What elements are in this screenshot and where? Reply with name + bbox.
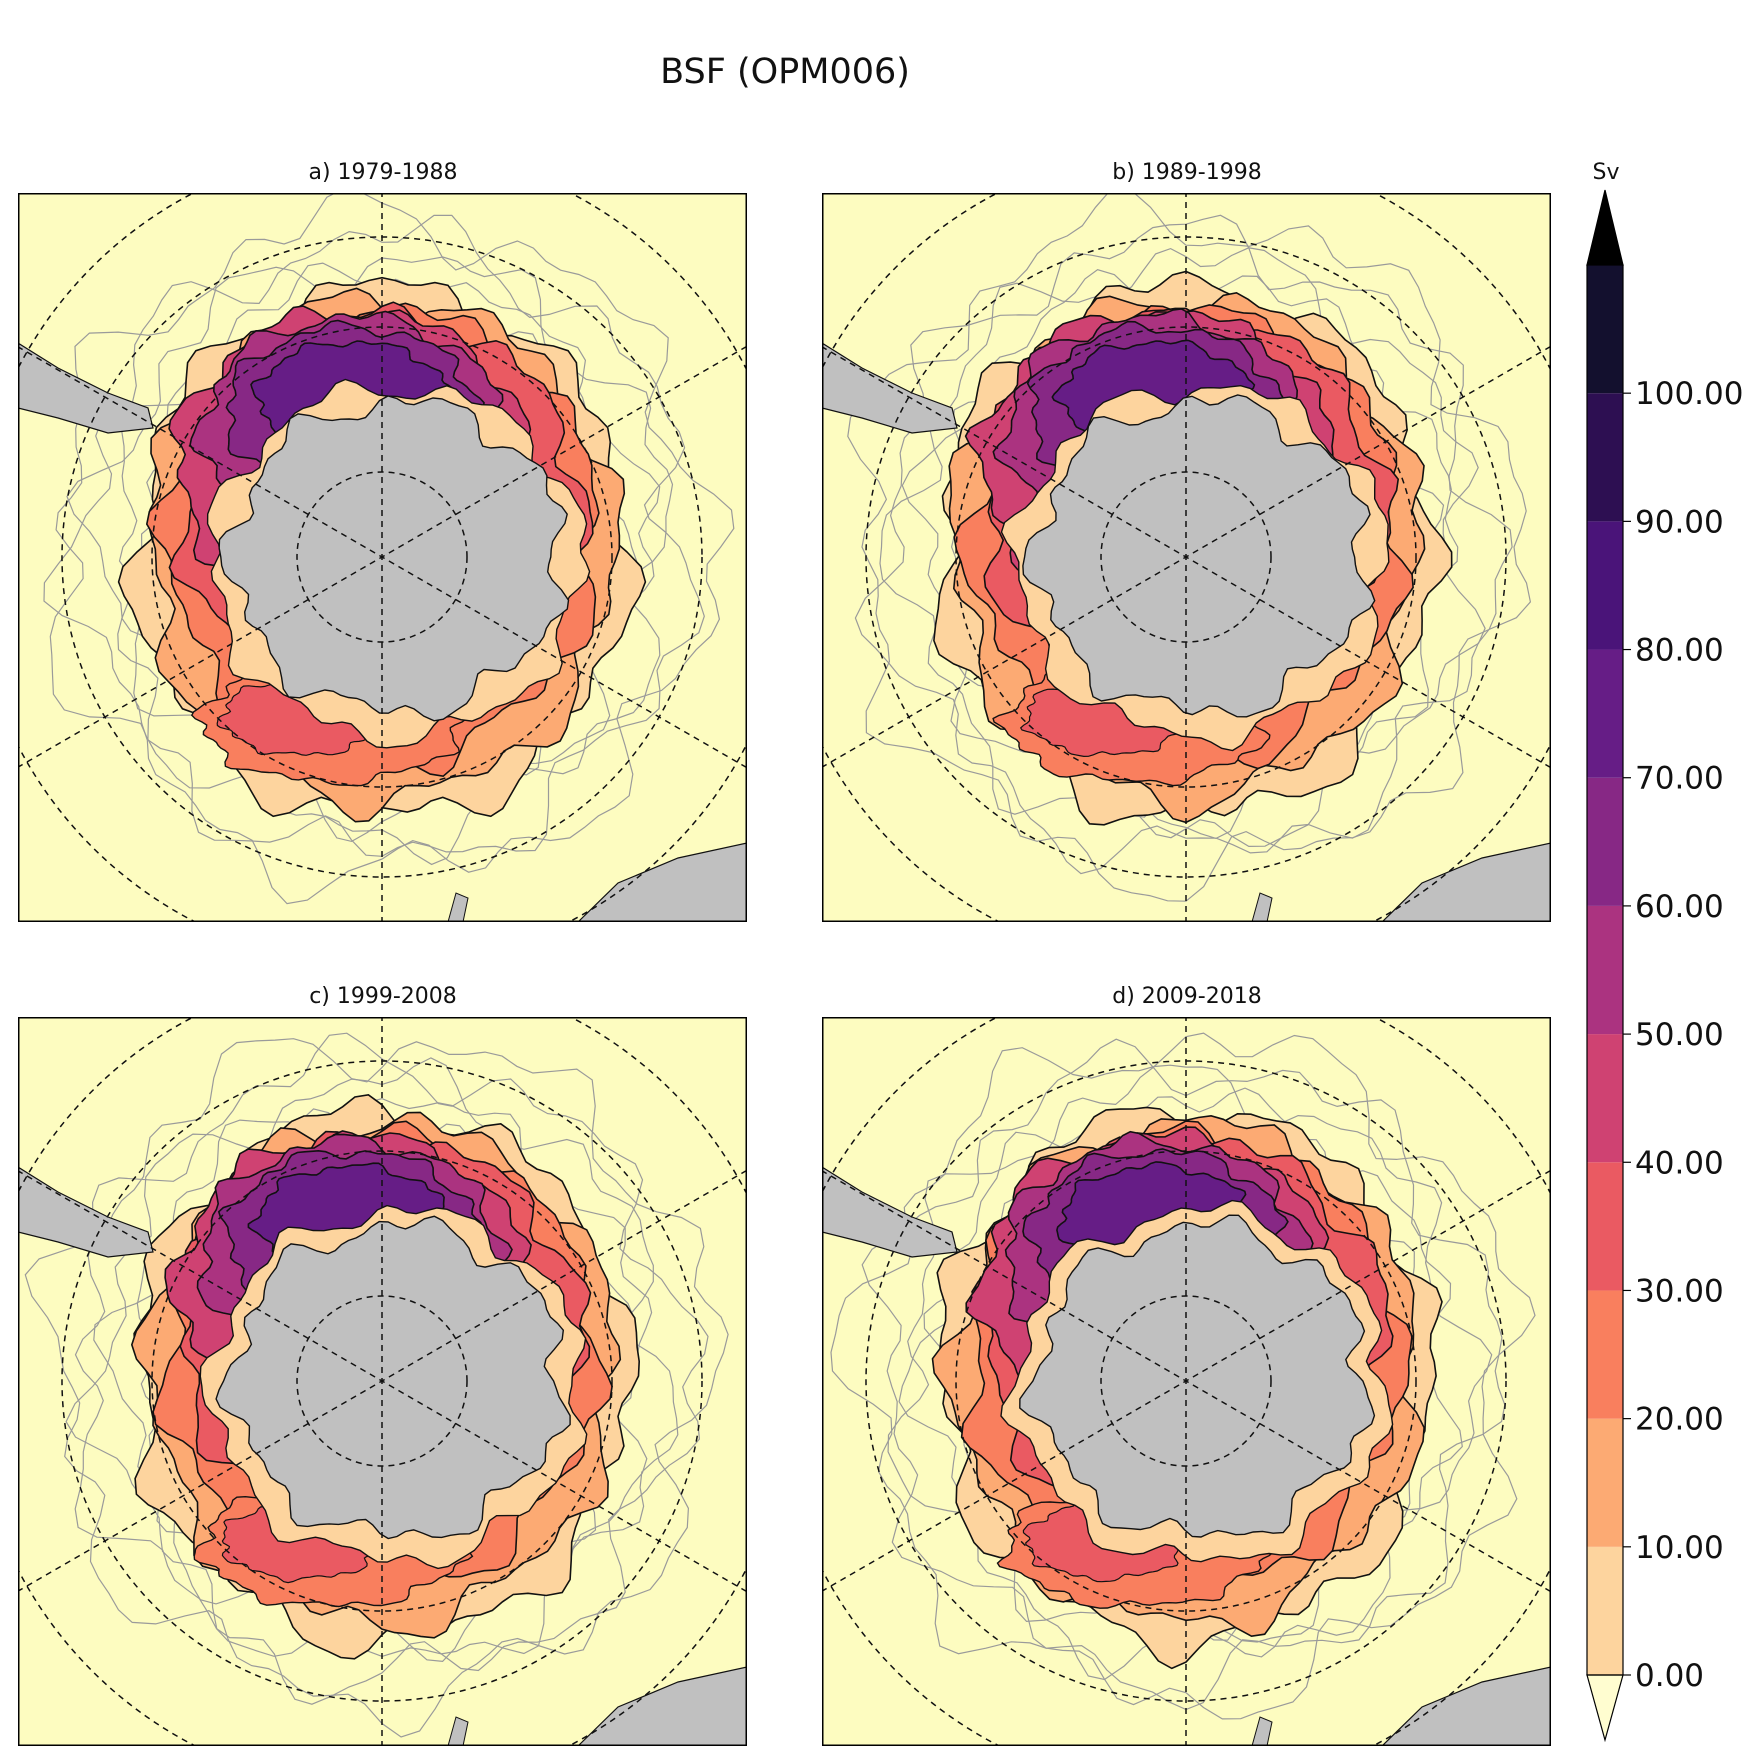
new-zealand-land <box>447 892 469 922</box>
new-zealand-land <box>447 1716 469 1746</box>
colorbar-tick-label: 50.00 <box>1635 1017 1724 1053</box>
colorbar-tick-label: 30.00 <box>1635 1273 1724 1309</box>
meridian-gridline <box>18 345 747 769</box>
bathymetry-contour <box>887 1064 1493 1681</box>
colorbar-tick-label: 100.00 <box>1635 376 1743 412</box>
south-america-land <box>18 1166 154 1258</box>
colorbar-band <box>1587 1162 1623 1291</box>
new-zealand-land <box>1251 892 1273 922</box>
bathymetry-contour <box>24 1038 729 1738</box>
panel-frame <box>18 193 747 922</box>
australia-land <box>1381 842 1551 922</box>
meridian-gridline <box>18 1169 747 1593</box>
map-panel-c <box>18 1017 747 1746</box>
antarctica-land <box>218 395 570 722</box>
panel-d-title: d) 2009-2018 <box>1112 984 1262 1009</box>
bathymetry-contour <box>861 1038 1506 1711</box>
map-panel-a <box>18 193 747 922</box>
antarctica-land <box>1019 1214 1376 1538</box>
australia-land <box>1381 1666 1551 1746</box>
south-america-land <box>822 342 958 434</box>
south-america-land <box>18 342 154 434</box>
panel-b-title: b) 1989-1998 <box>1112 160 1262 185</box>
colorbar-band <box>1587 1034 1623 1163</box>
bathymetry-contour <box>74 1032 709 1705</box>
colorbar-band <box>1587 393 1623 522</box>
new-zealand-land <box>1251 1716 1273 1746</box>
colorbar-band <box>1587 777 1623 906</box>
meridian-gridline <box>822 345 1551 769</box>
panel-frame <box>18 1017 747 1746</box>
panel-frame <box>822 1017 1551 1746</box>
colorbar-band <box>1587 905 1623 1035</box>
bathymetry-contour <box>847 193 1532 902</box>
colorbar-band <box>1587 1546 1623 1675</box>
antarctica-land <box>1022 394 1376 718</box>
colorbar-tick-label: 40.00 <box>1635 1145 1724 1181</box>
map-panel-d <box>822 1017 1551 1746</box>
colorbar-band <box>1587 521 1623 650</box>
colorbar-tick-label: 20.00 <box>1635 1402 1724 1438</box>
colorbar-tick-label: 10.00 <box>1635 1530 1724 1566</box>
south-america-land <box>822 1166 958 1258</box>
colorbar-band <box>1587 265 1623 394</box>
colorbar-extend-over <box>1586 189 1624 266</box>
panel-c-title: c) 1999-2008 <box>309 984 457 1009</box>
map-panel-b <box>822 193 1551 922</box>
bathymetry-contour <box>830 1032 1536 1720</box>
colorbar-tick-label: 90.00 <box>1635 504 1724 540</box>
colorbar-frame <box>1586 264 1624 1676</box>
australia-land <box>577 842 747 922</box>
colorbar-extend-under <box>1586 1674 1624 1743</box>
panel-a-title: a) 1979-1988 <box>308 160 458 185</box>
colorbar-tick-label: 70.00 <box>1635 761 1724 797</box>
colorbar-band <box>1587 649 1623 778</box>
meridian-gridline <box>822 1169 1551 1593</box>
colorbar: 0.00 10.00 20.00 30.00 40.00 50.00 60.00 70.00 8… <box>1586 189 1743 1743</box>
colorbar-tick-label: 0.00 <box>1635 1658 1704 1694</box>
bathymetry-contour <box>43 214 705 857</box>
colorbar-tick-label: 80.00 <box>1635 633 1724 669</box>
colorbar-unit-label: Sv <box>1592 160 1620 185</box>
colorbar-band <box>1587 1290 1623 1419</box>
australia-land <box>577 1666 747 1746</box>
panel-frame <box>822 193 1551 922</box>
bathymetry-contour <box>49 193 735 905</box>
colorbar-tick-label: 60.00 <box>1635 889 1724 925</box>
antarctica-land <box>215 1215 571 1540</box>
colorbar-band <box>1587 1418 1623 1547</box>
figure-title: BSF (OPM006) <box>660 52 910 92</box>
